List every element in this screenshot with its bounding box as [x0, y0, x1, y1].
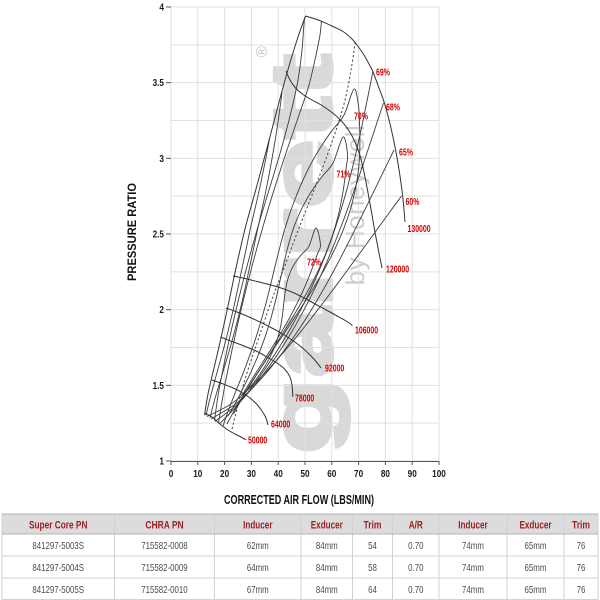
- svg-text:65mm: 65mm: [525, 584, 547, 596]
- svg-text:84mm: 84mm: [316, 562, 338, 574]
- svg-text:Trim: Trim: [364, 520, 382, 532]
- svg-text:64: 64: [368, 584, 377, 596]
- svg-text:76: 76: [577, 584, 586, 596]
- svg-text:0.70: 0.70: [408, 562, 423, 574]
- svg-text:0.70: 0.70: [408, 540, 423, 552]
- svg-text:68%: 68%: [386, 102, 400, 114]
- svg-text:by Honeywell: by Honeywell: [340, 125, 370, 286]
- svg-text:50000: 50000: [248, 435, 267, 447]
- svg-text:PRESSURE RATIO: PRESSURE RATIO: [127, 183, 139, 281]
- svg-text:715582-0010: 715582-0010: [141, 584, 188, 596]
- svg-text:90: 90: [408, 468, 417, 480]
- svg-text:71%: 71%: [337, 169, 351, 181]
- svg-text:715582-0008: 715582-0008: [141, 540, 188, 552]
- svg-text:1.5: 1.5: [153, 380, 165, 392]
- svg-text:64000: 64000: [271, 419, 290, 431]
- svg-text:841297-5005S: 841297-5005S: [32, 584, 84, 596]
- svg-text:40: 40: [274, 468, 283, 480]
- svg-text:130000: 130000: [408, 223, 431, 235]
- svg-text:3.5: 3.5: [153, 77, 165, 89]
- svg-text:65mm: 65mm: [525, 540, 547, 552]
- svg-text:84mm: 84mm: [316, 584, 338, 596]
- svg-text:2: 2: [159, 304, 164, 316]
- svg-text:1: 1: [159, 456, 164, 468]
- svg-text:58: 58: [368, 562, 377, 574]
- svg-text:Super Core PN: Super Core PN: [29, 520, 88, 532]
- svg-text:92000: 92000: [325, 363, 344, 375]
- svg-text:70%: 70%: [354, 111, 368, 123]
- svg-text:60: 60: [327, 468, 336, 480]
- svg-text:54: 54: [368, 540, 377, 552]
- svg-text:841297-5004S: 841297-5004S: [32, 562, 84, 574]
- svg-text:50: 50: [300, 468, 309, 480]
- svg-text:74mm: 74mm: [462, 584, 484, 596]
- svg-text:100: 100: [432, 468, 446, 480]
- svg-text:65mm: 65mm: [525, 562, 547, 574]
- svg-text:84mm: 84mm: [316, 540, 338, 552]
- svg-text:CHRA PN: CHRA PN: [145, 520, 183, 532]
- svg-text:®: ®: [254, 46, 271, 58]
- svg-text:72%: 72%: [307, 257, 321, 269]
- svg-text:106000: 106000: [355, 325, 378, 337]
- svg-text:30: 30: [247, 468, 256, 480]
- svg-text:715582-0009: 715582-0009: [141, 562, 188, 574]
- svg-text:3: 3: [159, 153, 164, 165]
- svg-text:70: 70: [354, 468, 363, 480]
- svg-text:74mm: 74mm: [462, 562, 484, 574]
- svg-text:76: 76: [577, 562, 586, 574]
- svg-text:0: 0: [169, 468, 174, 480]
- svg-text:78000: 78000: [295, 393, 314, 405]
- svg-text:Inducer: Inducer: [458, 520, 488, 532]
- svg-text:A/R: A/R: [409, 520, 423, 532]
- svg-text:Inducer: Inducer: [243, 520, 273, 532]
- svg-text:67mm: 67mm: [247, 584, 269, 596]
- svg-text:76: 76: [577, 540, 586, 552]
- svg-text:80: 80: [381, 468, 390, 480]
- svg-text:CORRECTED AIR FLOW (LBS/MIN): CORRECTED AIR FLOW (LBS/MIN): [224, 493, 374, 507]
- svg-text:garrett: garrett: [255, 53, 350, 453]
- svg-text:Exducer: Exducer: [519, 520, 552, 532]
- svg-text:74mm: 74mm: [462, 540, 484, 552]
- svg-text:120000: 120000: [386, 264, 409, 276]
- svg-text:65%: 65%: [399, 147, 413, 159]
- svg-text:10: 10: [193, 468, 202, 480]
- svg-text:2.5: 2.5: [153, 229, 165, 241]
- svg-text:Exducer: Exducer: [311, 520, 344, 532]
- svg-text:20: 20: [220, 468, 229, 480]
- svg-text:841297-5003S: 841297-5003S: [32, 540, 84, 552]
- svg-text:0.70: 0.70: [408, 584, 423, 596]
- svg-text:69%: 69%: [376, 67, 390, 79]
- svg-text:Trim: Trim: [572, 520, 590, 532]
- svg-text:4: 4: [159, 2, 164, 14]
- svg-text:62mm: 62mm: [247, 540, 269, 552]
- svg-text:64mm: 64mm: [247, 562, 269, 574]
- svg-text:60%: 60%: [406, 196, 420, 208]
